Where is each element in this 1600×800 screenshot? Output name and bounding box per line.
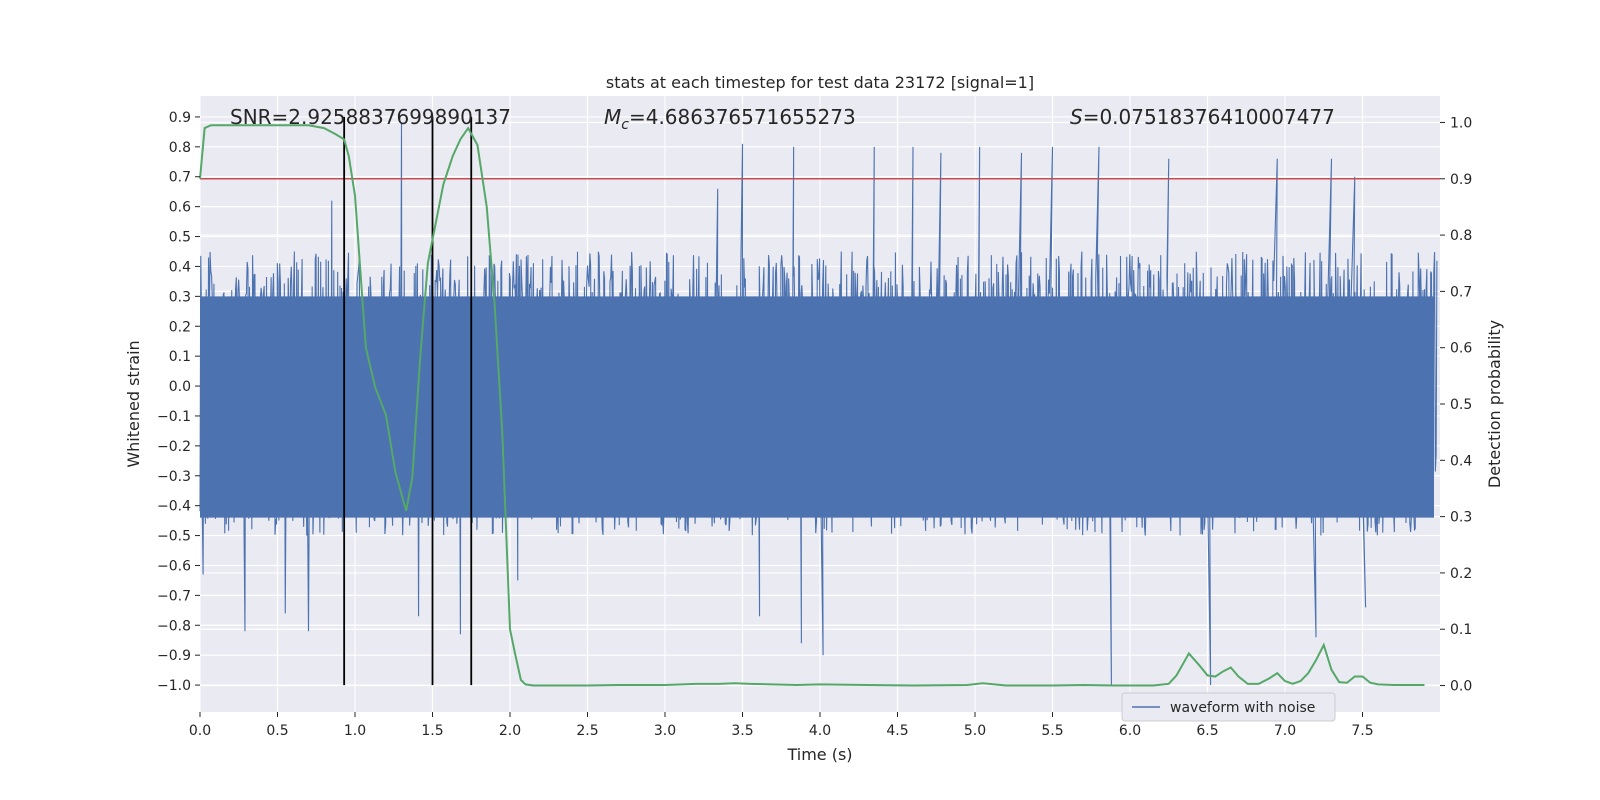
mc-symbol: M xyxy=(604,105,621,129)
y-tick-label: −0.3 xyxy=(157,469,191,485)
legend: waveform with noise xyxy=(1121,692,1336,722)
x-tick-label: 1.5 xyxy=(421,723,443,739)
x-tick-label: 3.0 xyxy=(654,723,676,739)
y-ticks-right: 1.0 0.9 0.8 0.7 0.6 0.5 0.4 0.3 0.2 0.1 0.0 xyxy=(1440,115,1472,695)
y2-axis-label: Detection probability xyxy=(1485,320,1504,488)
mc-value: =4.686376571655273 xyxy=(629,105,856,129)
x-tick-label: 0.0 xyxy=(189,723,211,739)
y-tick-label: −0.7 xyxy=(157,588,191,604)
probability-line xyxy=(199,124,1425,687)
y-ticks-left: 0.9 0.8 0.7 0.6 0.5 0.4 0.3 0.2 0.1 0.0 −0.1 −0.2 −0… xyxy=(157,110,200,694)
y2-tick-label: 0.7 xyxy=(1450,284,1472,300)
legend-box xyxy=(1121,692,1336,722)
x-tick-label: 7.5 xyxy=(1351,723,1373,739)
chart-title: stats at each timestep for test data 231… xyxy=(606,73,1034,92)
y-tick-label: 0.5 xyxy=(169,230,191,246)
s-symbol: S xyxy=(1070,105,1083,129)
x-tick-label: 3.5 xyxy=(731,723,753,739)
x-tick-label: 2.5 xyxy=(576,723,598,739)
x-tick-label: 7.0 xyxy=(1274,723,1296,739)
x-tick-label: 5.5 xyxy=(1041,723,1063,739)
y-tick-label: 0.0 xyxy=(169,379,191,395)
y-tick-label: −0.6 xyxy=(157,558,191,574)
y2-tick-label: 0.2 xyxy=(1450,566,1472,582)
x-tick-label: 1.0 xyxy=(344,723,366,739)
x-tick-label: 6.0 xyxy=(1119,723,1141,739)
x-tick-label: 2.0 xyxy=(499,723,521,739)
x-tick-label: 4.0 xyxy=(809,723,831,739)
y2-tick-label: 0.8 xyxy=(1450,228,1472,244)
s-annotation: S=0.07518376410007477 xyxy=(1070,105,1335,129)
y-axis-label: Whitened strain xyxy=(124,340,143,467)
y-tick-label: 0.9 xyxy=(169,110,191,126)
y-tick-label: −0.9 xyxy=(157,648,191,664)
y2-tick-label: 0.4 xyxy=(1450,453,1472,469)
y-tick-label: −0.5 xyxy=(157,529,191,545)
y-tick-label: 0.4 xyxy=(169,259,191,275)
legend-label: waveform with noise xyxy=(1170,700,1315,716)
mc-annotation: Mc=4.686376571655273 xyxy=(604,105,856,133)
y-tick-label: −0.1 xyxy=(157,409,191,425)
y-tick-label: 0.6 xyxy=(169,200,191,216)
y2-tick-label: 0.3 xyxy=(1450,510,1472,526)
x-tick-label: 5.0 xyxy=(964,723,986,739)
snr-annotation: SNR=2.9258837699890137 xyxy=(230,105,511,129)
y-tick-label: 0.3 xyxy=(169,289,191,305)
y2-tick-label: 0.0 xyxy=(1450,679,1472,695)
waveform-series xyxy=(199,122,1438,686)
y2-tick-label: 0.6 xyxy=(1450,341,1472,357)
y-tick-label: −1.0 xyxy=(157,678,191,694)
y-tick-label: −0.2 xyxy=(157,439,191,455)
s-value: =0.07518376410007477 xyxy=(1083,105,1335,129)
x-tick-label: 0.5 xyxy=(266,723,288,739)
probability-series xyxy=(199,124,1425,687)
y-tick-label: −0.4 xyxy=(157,499,191,515)
y-tick-label: −0.8 xyxy=(157,618,191,634)
y-tick-label: 0.7 xyxy=(169,170,191,186)
y-tick-label: 0.8 xyxy=(169,140,191,156)
x-tick-label: 6.5 xyxy=(1196,723,1218,739)
y2-tick-label: 0.5 xyxy=(1450,397,1472,413)
x-axis-label: Time (s) xyxy=(786,745,852,764)
vertical-markers xyxy=(343,116,473,686)
x-tick-label: 4.5 xyxy=(886,723,908,739)
y2-tick-label: 0.1 xyxy=(1450,622,1472,638)
y2-tick-label: 1.0 xyxy=(1450,115,1472,131)
y-tick-label: 0.1 xyxy=(169,349,191,365)
x-ticks: 0.0 0.5 1.0 1.5 2.0 2.5 3.0 3.5 4.0 4.5 5.0 5.5 6.0 6… xyxy=(189,712,1374,739)
y2-tick-label: 0.9 xyxy=(1450,172,1472,188)
y-tick-label: 0.2 xyxy=(169,319,191,335)
mc-subscript: c xyxy=(621,117,629,133)
waveform-core-band xyxy=(200,296,1434,518)
